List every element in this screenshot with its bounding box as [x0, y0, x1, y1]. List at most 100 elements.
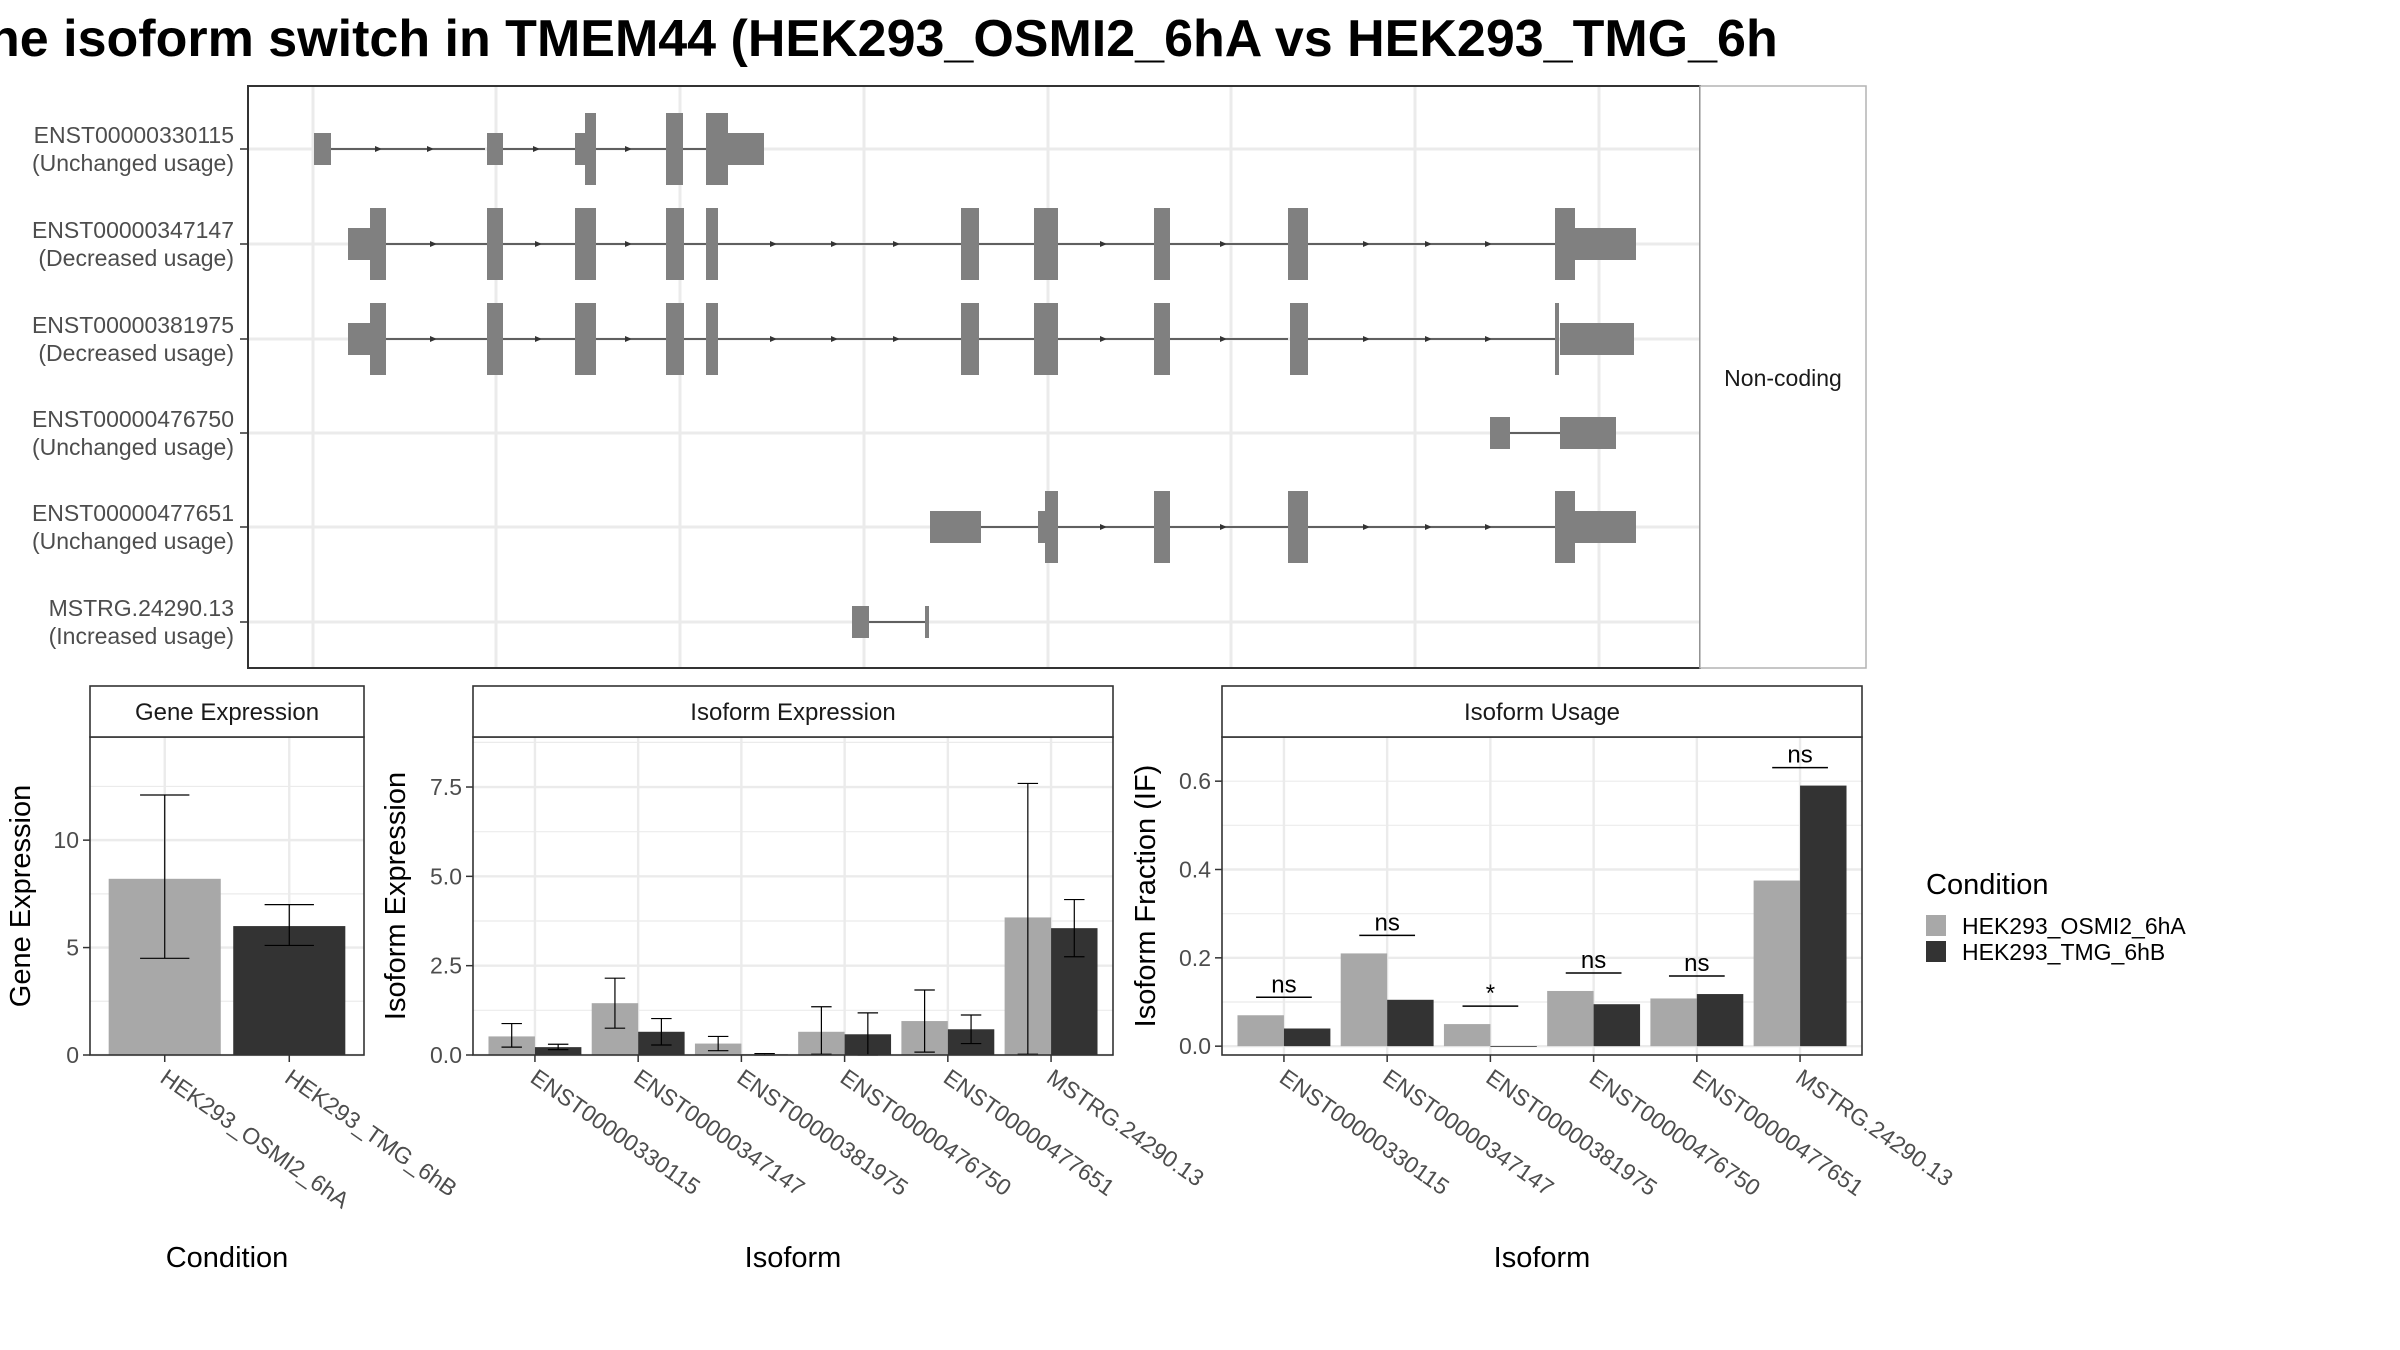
- significance-label: *: [1486, 980, 1495, 1007]
- strand-arrow: [770, 336, 777, 342]
- isoform-expression-panel: Isoform Expression 0.0 2.5 5.0 7.5 ENST000003…: [380, 685, 1209, 1274]
- strand-arrow: [625, 241, 632, 247]
- exon-block: [706, 208, 718, 280]
- strand-arrow: [1425, 524, 1432, 530]
- x-tick-label: ENST00000381975: [1482, 1064, 1662, 1201]
- strand-arrow: [1100, 241, 1107, 247]
- bar: [1650, 998, 1697, 1047]
- exon-block: [370, 208, 386, 280]
- bar: [1340, 953, 1388, 1047]
- bar: [1387, 999, 1434, 1047]
- strand-arrow: [430, 336, 437, 342]
- y-tick-label: 0.0: [430, 1042, 462, 1068]
- legend-title: Condition: [1926, 869, 2049, 901]
- exon-block: [1560, 417, 1616, 449]
- panel-strip: [472, 685, 1114, 738]
- strand-arrow: [1220, 241, 1227, 247]
- significance-label: ns: [1271, 971, 1296, 998]
- exon-block: [1555, 208, 1575, 280]
- exon-block: [706, 113, 728, 185]
- tx-panel-bg: [248, 86, 1700, 668]
- strand-arrow: [1220, 336, 1227, 342]
- transcript-usage-label: (Decreased usage): [38, 245, 234, 271]
- x-tick-label: ENST00000477651: [1688, 1064, 1868, 1201]
- strand-arrow: [1100, 336, 1107, 342]
- exon-block: [1154, 208, 1170, 280]
- bar: [534, 1047, 582, 1055]
- exon-block: [852, 606, 869, 638]
- exon-block: [487, 303, 503, 375]
- exon-block: [728, 133, 764, 165]
- exon-block: [348, 323, 372, 355]
- bar: [1696, 994, 1744, 1047]
- exon-block: [1154, 303, 1170, 375]
- transcript-usage-label: (Decreased usage): [38, 340, 234, 366]
- bar: [1490, 1046, 1537, 1047]
- transcript-usage-label: (Unchanged usage): [32, 150, 234, 176]
- strand-arrow: [1425, 241, 1432, 247]
- panel-strip-title: Isoform Expression: [690, 699, 895, 726]
- exon-block: [925, 606, 929, 638]
- y-tick-label: 5: [66, 935, 79, 961]
- exon-block: [575, 208, 596, 280]
- y-tick-label: 0.6: [1179, 768, 1211, 794]
- strand-arrow: [831, 336, 838, 342]
- x-axis-title: Isoform: [1494, 1242, 1591, 1274]
- significance-label: ns: [1787, 742, 1812, 769]
- panel-strip-title: Isoform Usage: [1464, 699, 1620, 726]
- tx-strip: [1699, 85, 1867, 669]
- strand-arrow: [1485, 524, 1492, 530]
- bar: [233, 926, 346, 1055]
- legend-label-cond1: HEK293_OSMI2_6hA: [1962, 913, 2186, 939]
- bar: [1753, 880, 1801, 1047]
- strand-arrow: [831, 241, 838, 247]
- tx-strip-label: Non-coding: [1724, 365, 1842, 391]
- exon-block: [370, 303, 386, 375]
- legend-label-cond2: HEK293_TMG_6hB: [1962, 939, 2165, 965]
- exon-block: [1288, 208, 1308, 280]
- strand-arrow: [1363, 336, 1370, 342]
- bar: [1593, 1004, 1641, 1047]
- strand-arrow: [430, 241, 437, 247]
- bar: [1443, 1024, 1491, 1047]
- y-tick-label: 10: [53, 827, 79, 853]
- bar: [1800, 785, 1847, 1047]
- strand-arrow: [1220, 524, 1227, 530]
- strand-arrow: [893, 241, 900, 247]
- y-tick-label: 0: [66, 1042, 79, 1068]
- strand-arrow: [770, 241, 777, 247]
- strand-arrow: [535, 241, 542, 247]
- exon-block: [961, 208, 979, 280]
- transcript-id-label: ENST00000381975: [32, 312, 234, 338]
- strand-arrow: [535, 336, 542, 342]
- plot-title: ne isoform switch in TMEM44 (HEK293_OSMI…: [0, 10, 1778, 68]
- legend-key-cond2: [1926, 941, 1946, 962]
- bar: [1283, 1028, 1331, 1047]
- exon-block: [1288, 491, 1308, 563]
- exon-block: [666, 113, 683, 185]
- transcript-id-label: MSTRG.24290.13: [49, 595, 234, 621]
- exon-block: [1555, 491, 1575, 563]
- condition-legend: Condition HEK293_OSMI2_6hA HEK293_TMG_6h…: [1926, 869, 2186, 965]
- exon-block: [666, 303, 684, 375]
- y-tick-label: 7.5: [430, 774, 462, 800]
- y-tick-label: 0.2: [1179, 945, 1211, 971]
- strand-arrow: [1100, 524, 1107, 530]
- y-axis-title: Isoform Fraction (IF): [1130, 765, 1162, 1028]
- transcript-id-label: ENST00000476750: [32, 406, 234, 432]
- exon-block: [1290, 303, 1308, 375]
- x-tick-label: ENST00000477651: [939, 1064, 1119, 1201]
- y-tick-label: 2.5: [430, 953, 462, 979]
- x-tick-label: ENST00000476750: [1585, 1064, 1765, 1201]
- strand-arrow: [1485, 336, 1492, 342]
- exon-block: [314, 133, 331, 165]
- exon-block: [348, 228, 372, 260]
- exon-block: [930, 511, 981, 543]
- panel-strip: [89, 685, 365, 738]
- transcript-usage-label: (Unchanged usage): [32, 434, 234, 460]
- bar: [1237, 1015, 1284, 1047]
- panel-strip-title: Gene Expression: [135, 699, 319, 726]
- x-tick-label: ENST00000347147: [629, 1064, 809, 1201]
